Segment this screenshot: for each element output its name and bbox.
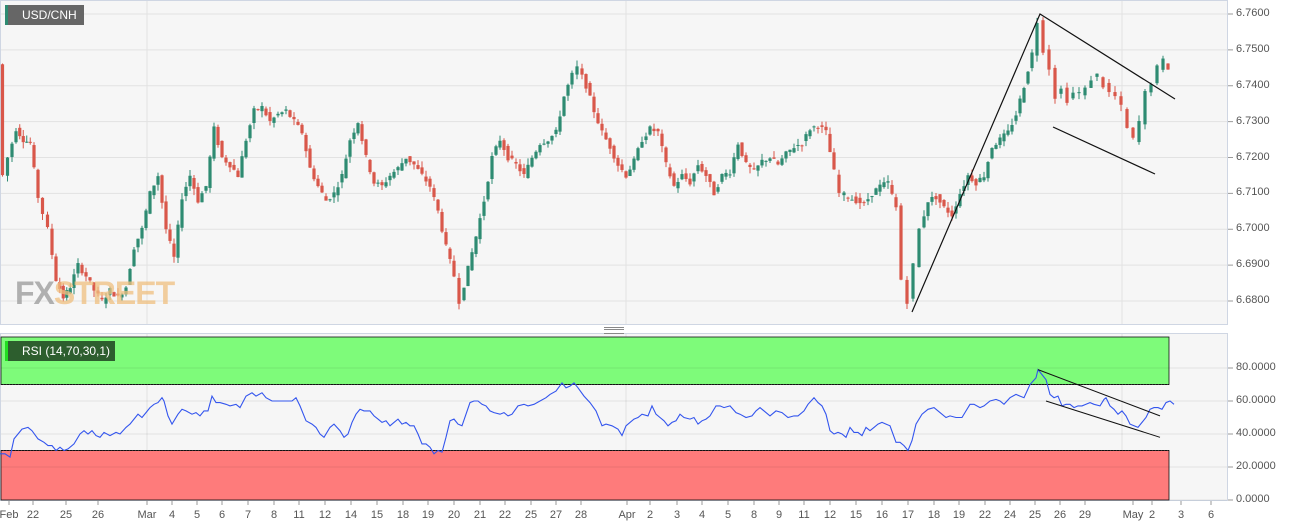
watermark-fx: FX (15, 275, 55, 311)
time-tick-label: 4 (168, 509, 176, 521)
time-tick-label: 2 (646, 509, 654, 521)
fxstreet-watermark: FXSTREET (15, 275, 175, 312)
price-tick-label: 6.7300 (1236, 114, 1270, 127)
price-tick-label: 6.7400 (1236, 78, 1270, 91)
time-tick-label: 25 (1028, 509, 1042, 521)
rsi-tick-label: 80.0000 (1236, 361, 1276, 373)
symbol-label: USD/CNH (5, 5, 84, 25)
time-tick-label: 25 (59, 509, 73, 521)
time-tick-label: 28 (574, 509, 588, 521)
time-tick-label: 15 (849, 509, 863, 521)
watermark-street: STREET (53, 275, 175, 311)
time-tick-label: 22 (978, 509, 992, 521)
time-tick-label: 5 (193, 509, 201, 521)
price-tick-label: 6.7500 (1236, 42, 1270, 55)
time-tick-label: 11 (293, 509, 305, 521)
rsi-tick-label: 20.0000 (1236, 460, 1276, 472)
time-tick-label: 22 (26, 509, 40, 521)
time-tick-label: 14 (344, 509, 358, 521)
time-tick-label: 18 (396, 509, 410, 521)
time-tick-label: May (1122, 509, 1144, 521)
time-tick-label: 6 (1207, 509, 1215, 521)
time-tick-label: 16 (875, 509, 889, 521)
time-tick-label: 11 (798, 509, 810, 521)
time-tick-label: 8 (750, 509, 758, 521)
time-tick-label: 3 (1177, 509, 1185, 521)
rsi-tick-label: 60.0000 (1236, 394, 1276, 406)
time-tick-label: 24 (1003, 509, 1017, 521)
time-tick-label: 19 (421, 509, 435, 521)
price-tick-label: 6.6800 (1236, 294, 1270, 306)
time-tick-label: 4 (698, 509, 706, 521)
time-tick-label: 27 (549, 509, 563, 521)
time-tick-label: 22 (498, 509, 512, 521)
time-tick-label: 9 (775, 509, 783, 521)
time-tick-label: 8 (270, 509, 278, 521)
rsi-tick-label: 40.0000 (1236, 427, 1276, 439)
time-tick-label: Apr (618, 509, 636, 521)
rsi-indicator-label[interactable]: RSI (14,70,30,1) (5, 341, 115, 361)
price-tick-label: 6.7200 (1236, 150, 1270, 163)
price-tick-label: 6.6900 (1236, 258, 1270, 271)
time-tick-label: 20 (447, 509, 461, 521)
time-tick-label: 29 (1078, 509, 1092, 521)
time-tick-label: 25 (524, 509, 538, 521)
price-tick-label: 6.7100 (1236, 186, 1270, 199)
time-tick-label: 26 (91, 509, 105, 521)
panel-resize-handle[interactable] (604, 327, 624, 334)
time-tick-label: 18 (927, 509, 941, 521)
price-tick-label: 6.7600 (1236, 7, 1270, 19)
time-tick-label: 12 (823, 509, 837, 521)
time-tick-label: 2 (1148, 509, 1156, 521)
time-tick-label: 12 (318, 509, 332, 521)
time-tick-label: 7 (244, 509, 252, 521)
time-tick-label: 6 (218, 509, 226, 521)
time-tick-label: 21 (473, 509, 487, 521)
time-tick-label: 15 (370, 509, 384, 521)
time-tick-label: 19 (952, 509, 966, 521)
time-tick-label: 26 (1053, 509, 1067, 521)
price-tick-label: 6.7000 (1236, 222, 1270, 235)
time-tick-label: 3 (673, 509, 681, 521)
rsi-tick-label: 0.0000 (1236, 493, 1270, 505)
time-tick-label: Feb (0, 509, 19, 521)
time-tick-label: 17 (901, 509, 915, 521)
time-tick-label: 5 (724, 509, 732, 521)
time-tick-label: Mar (137, 509, 157, 521)
